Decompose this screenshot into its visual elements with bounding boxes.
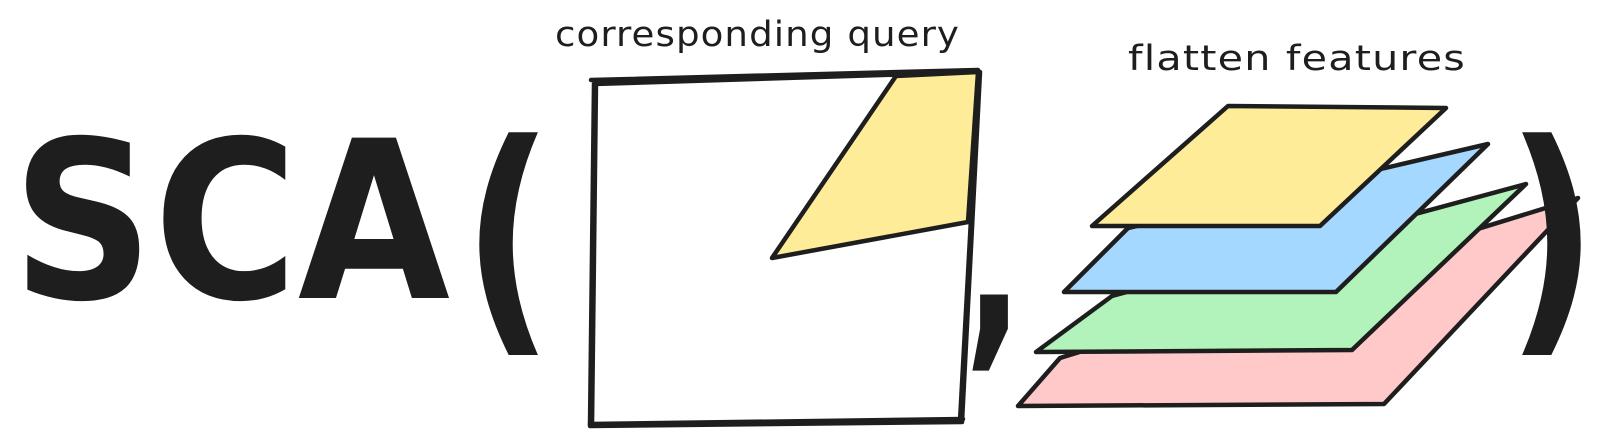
query-label: corresponding query: [555, 15, 960, 55]
feature-stack: [1015, 103, 1581, 409]
feature-layer-yellow: [1089, 103, 1449, 229]
open-paren: (: [462, 90, 554, 381]
query-highlight: [769, 69, 981, 261]
function-name: SCA: [12, 94, 450, 350]
features-label: flatten features: [1128, 39, 1466, 79]
close-paren: ): [1506, 90, 1598, 381]
comma: ,: [964, 126, 1024, 393]
